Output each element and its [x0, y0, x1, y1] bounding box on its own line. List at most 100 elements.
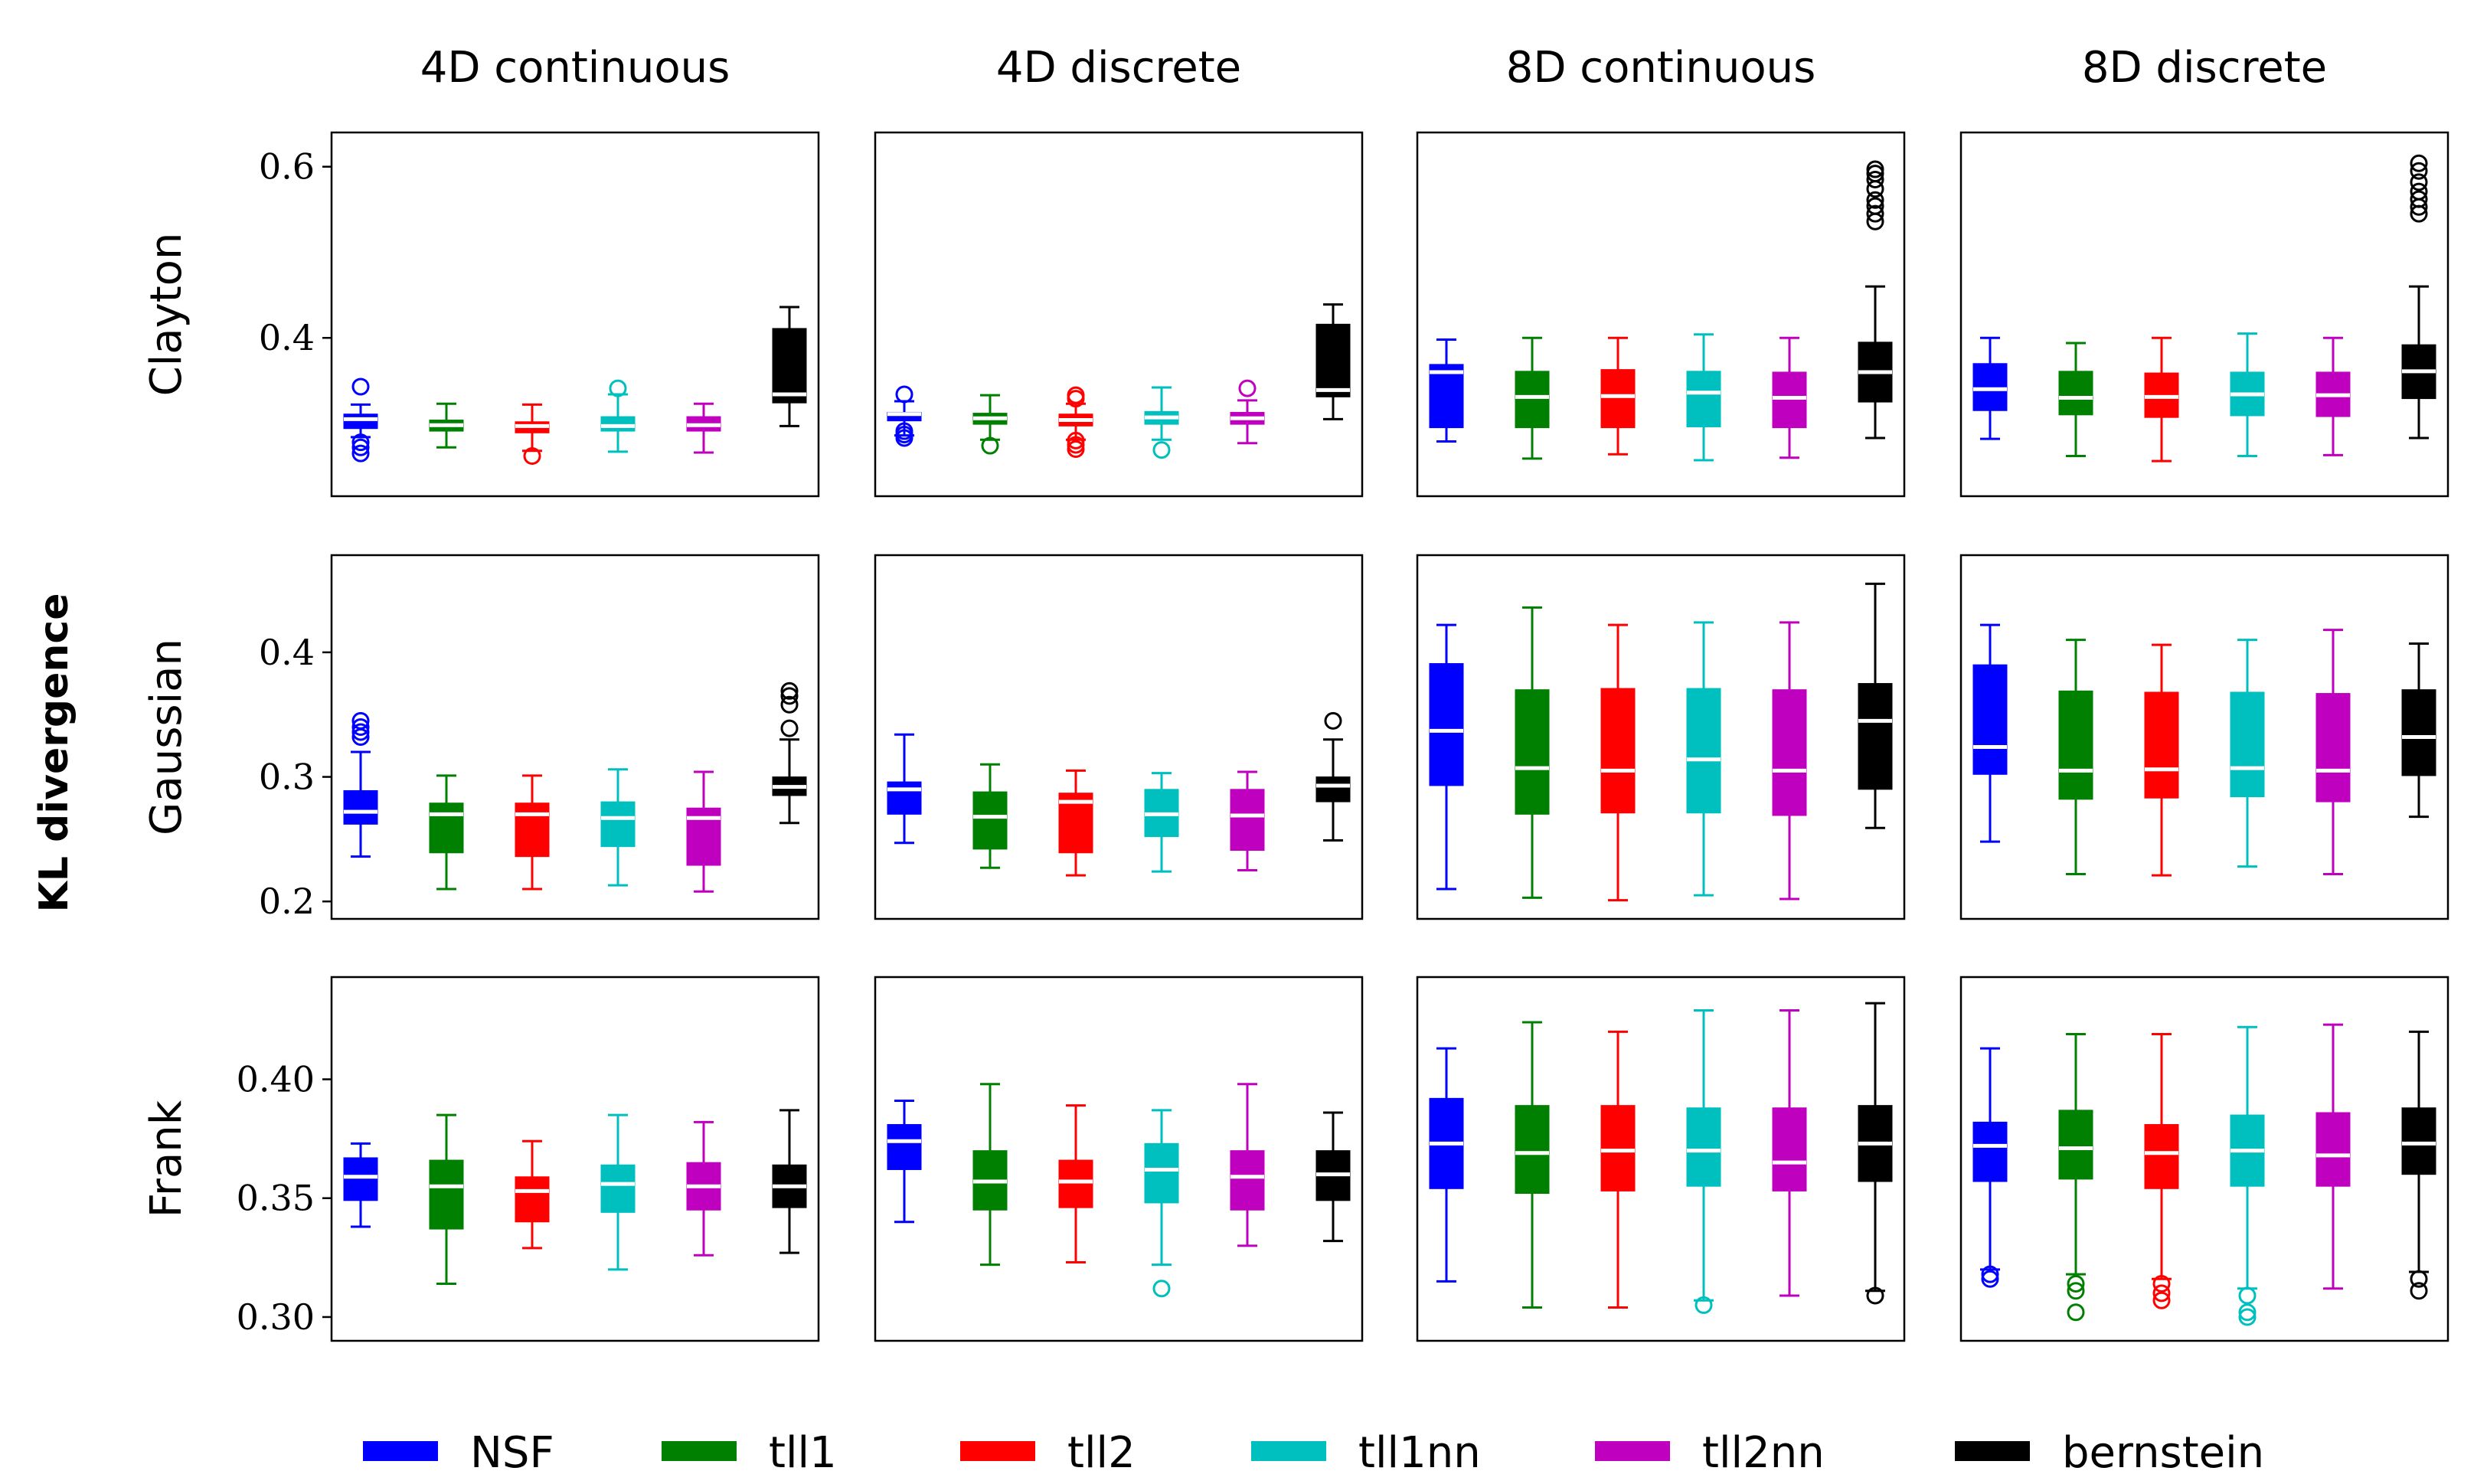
- box-tll2nn: [2315, 336, 2351, 456]
- box-tll2: [1058, 1104, 1093, 1264]
- box-body: [343, 413, 378, 430]
- box-tll1: [2058, 639, 2093, 875]
- box-bernstein: [1858, 160, 1893, 440]
- outlier-point: [2410, 204, 2428, 223]
- panel-frame: [330, 976, 820, 1342]
- legend-swatch: [960, 1441, 1035, 1461]
- panel: [874, 554, 1364, 920]
- box-body: [1686, 1107, 1721, 1187]
- legend-entry: tll1: [662, 1428, 837, 1478]
- box-body: [343, 789, 378, 825]
- box-tll1nn: [2230, 1025, 2265, 1326]
- box-body: [1230, 1150, 1265, 1211]
- box-nsf: [1972, 336, 2008, 440]
- box-bernstein: [1315, 1111, 1351, 1243]
- outlier-point: [1866, 1286, 1884, 1305]
- box-body: [1972, 1121, 2008, 1182]
- panel: 0.4 0.6: [259, 131, 820, 498]
- outlier-point: [351, 728, 370, 746]
- box-tll1nn: [1686, 333, 1721, 462]
- outlier-point: [351, 723, 370, 741]
- outlier-point: [351, 378, 370, 396]
- outlier-point: [1694, 1296, 1713, 1314]
- box-tll1nn: [600, 379, 636, 453]
- box-nsf: [343, 1142, 378, 1228]
- outlier-point: [1067, 390, 1085, 408]
- box-tll1nn: [1144, 1109, 1179, 1298]
- box-tll2: [515, 403, 550, 465]
- y-tick-label: 0.40: [237, 1058, 315, 1100]
- panel-frame: [1959, 976, 2449, 1342]
- outlier-point: [1866, 191, 1884, 209]
- outlier-point: [2410, 154, 2428, 172]
- panel: [1416, 976, 1906, 1342]
- box-body: [1686, 688, 1721, 814]
- box-body: [600, 1164, 636, 1213]
- box-bernstein: [1858, 582, 1893, 829]
- box-body: [2058, 371, 2093, 416]
- box-tll1nn: [600, 1113, 636, 1271]
- box-tll1: [2058, 1033, 2093, 1322]
- outlier-point: [2067, 1303, 2085, 1322]
- panel-frame: [874, 976, 1364, 1342]
- legend: NSF tll1 tll2 tll1nn tll2nn bernstein: [363, 1428, 2264, 1478]
- box-bernstein: [1315, 303, 1351, 420]
- box-tll2nn: [686, 770, 721, 893]
- box-body: [1600, 369, 1636, 429]
- legend-entry: tll2: [960, 1428, 1136, 1478]
- box-tll1: [429, 1113, 464, 1285]
- column-title: 8D discrete: [2082, 43, 2327, 93]
- box-bernstein: [772, 1109, 807, 1254]
- box-tll2: [1058, 769, 1093, 877]
- outlier-point: [1981, 1265, 1999, 1283]
- box-body: [429, 802, 464, 854]
- box-bernstein: [2401, 642, 2436, 819]
- box-body: [2144, 1123, 2179, 1189]
- outlier-point: [1866, 204, 1884, 223]
- box-body: [1858, 683, 1893, 790]
- box-tll2nn: [1230, 379, 1265, 445]
- legend-swatch: [1251, 1441, 1326, 1461]
- outlier-point: [1238, 379, 1257, 397]
- outlier-point: [1152, 1280, 1171, 1298]
- outlier-point: [351, 444, 370, 463]
- panel-frame: [330, 131, 820, 498]
- box-body: [1144, 1142, 1179, 1204]
- box-tll1nn: [600, 768, 636, 887]
- box-tll1nn: [2230, 332, 2265, 457]
- box-body: [2058, 690, 2093, 800]
- column-title: 4D continuous: [420, 43, 730, 93]
- box-nsf: [887, 1099, 922, 1224]
- box-tll1: [429, 402, 464, 449]
- legend-label: NSF: [470, 1428, 554, 1478]
- box-tll2nn: [686, 1120, 721, 1257]
- box-tll2: [1600, 623, 1636, 902]
- panel: 0.2 0.3 0.4: [259, 554, 820, 922]
- box-bernstein: [1858, 1002, 1893, 1305]
- legend-entry: tll2nn: [1595, 1428, 1825, 1478]
- box-tll2nn: [2315, 629, 2351, 875]
- panel: [1959, 131, 2449, 498]
- outlier-point: [2152, 1284, 2171, 1303]
- outlier-point: [2238, 1303, 2257, 1322]
- y-tick-label: 0.30: [237, 1296, 315, 1338]
- legend-label: tll1nn: [1358, 1428, 1481, 1478]
- box-tll2: [1600, 1030, 1636, 1309]
- panel: [1959, 554, 2449, 920]
- panel-frame: [874, 131, 1364, 498]
- box-body: [887, 781, 922, 815]
- outlier-point: [1866, 212, 1884, 230]
- panels: 0.4 0.6 0.2 0.3 0.4 0.30 0.35 0.40: [237, 131, 2449, 1342]
- panel-frame: [1416, 554, 1906, 920]
- outlier-point: [1866, 180, 1884, 198]
- box-nsf: [887, 385, 922, 447]
- box-body: [1515, 371, 1550, 429]
- y-tick-label: 0.3: [259, 757, 315, 798]
- outlier-point: [2238, 1308, 2257, 1326]
- outlier-point: [780, 687, 799, 705]
- panel-frame: [1416, 976, 1906, 1342]
- box-nsf: [1972, 1047, 2008, 1288]
- box-tll1: [972, 1083, 1008, 1267]
- column-title: 8D continuous: [1506, 43, 1816, 93]
